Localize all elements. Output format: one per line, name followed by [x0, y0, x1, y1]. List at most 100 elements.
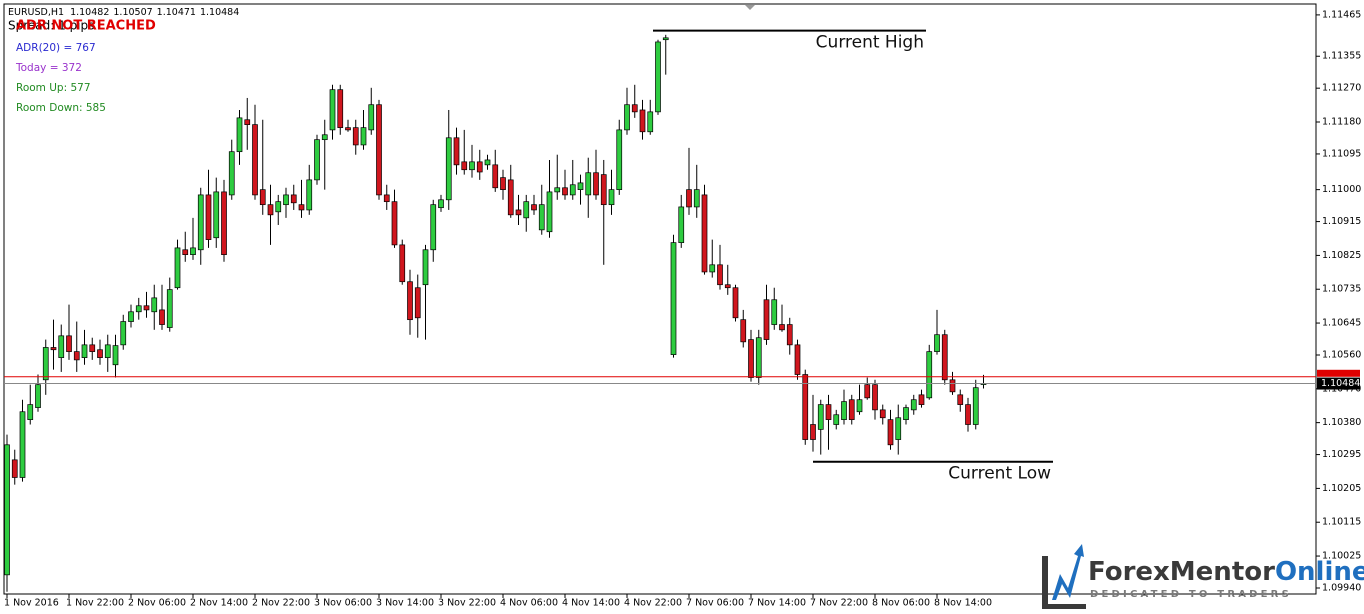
- candle-body: [748, 339, 754, 378]
- candle-body: [724, 284, 731, 289]
- candle-body: [205, 194, 212, 240]
- high: 1.10507: [113, 7, 152, 18]
- candle-body: [934, 334, 940, 352]
- y-tick-label: 1.11180: [1322, 117, 1361, 128]
- candle-body: [507, 179, 514, 216]
- candle-body: [841, 401, 847, 420]
- candle-body: [97, 349, 103, 358]
- y-tick-label: 1.10915: [1322, 216, 1361, 227]
- x-tick-label: 4 Nov 06:00: [500, 598, 558, 609]
- price-tag: [1317, 377, 1360, 390]
- candle-body: [670, 242, 677, 355]
- x-tick-label: 3 Nov 06:00: [314, 598, 372, 609]
- candle-body: [779, 324, 785, 331]
- plot-frame: [3, 3, 1317, 595]
- logo-arrow: [1052, 544, 1084, 600]
- y-tick-label: 1.11270: [1322, 83, 1361, 94]
- indicator-text: Room Up: 577: [16, 82, 91, 94]
- candle-body: [368, 104, 375, 131]
- candle-body: [407, 281, 413, 321]
- price-tag-label: 1.10484: [1321, 378, 1360, 389]
- candle-body: [306, 179, 313, 211]
- candle-body: [949, 379, 956, 393]
- candle-body: [391, 201, 398, 246]
- candle-body: [438, 199, 444, 209]
- candle-body: [593, 172, 599, 196]
- candle-body: [608, 189, 615, 206]
- open: 1.10482: [70, 7, 109, 18]
- candle-body: [686, 189, 692, 208]
- x-tick-label: 2 Nov 14:00: [190, 598, 248, 609]
- candle-body: [647, 111, 654, 133]
- candle-body: [461, 161, 468, 171]
- candle-body: [802, 374, 809, 440]
- x-tick-label: 8 Nov 14:00: [934, 598, 992, 609]
- candle-body: [151, 297, 158, 313]
- candle-body: [236, 117, 243, 153]
- y-tick-label: 1.09940: [1322, 582, 1361, 593]
- candle-body: [352, 127, 359, 146]
- candle-body: [709, 264, 716, 273]
- candle-body: [864, 384, 871, 399]
- candle-body: [794, 344, 801, 375]
- x-tick-label: 1 Nov 2016: [4, 598, 59, 609]
- x-tick-label: 7 Nov 14:00: [748, 598, 806, 609]
- candle-body: [639, 109, 646, 133]
- candle-body: [546, 191, 553, 233]
- candle-body: [965, 404, 971, 425]
- indicator-text: ADR NOT REACHED: [16, 19, 156, 34]
- candle-body: [786, 324, 793, 346]
- low: 1.10471: [157, 7, 196, 18]
- candle-body: [81, 344, 88, 358]
- candle-body: [190, 247, 196, 256]
- candle-body: [469, 161, 475, 171]
- x-tick-label: 4 Nov 14:00: [562, 598, 620, 609]
- candle-body: [941, 334, 948, 381]
- x-tick-label: 1 Nov 22:00: [66, 598, 124, 609]
- candle-body: [755, 337, 762, 378]
- candle-body: [895, 417, 902, 440]
- candle-body: [740, 319, 747, 343]
- candle-body: [19, 411, 26, 478]
- candle-body: [445, 137, 452, 201]
- candle-body: [577, 182, 584, 190]
- candle-body: [35, 384, 41, 408]
- symbol: EURUSD,H1: [8, 7, 64, 18]
- candle-body: [159, 309, 165, 325]
- candle-body: [27, 404, 34, 420]
- candle-body: [500, 177, 506, 190]
- shift-marker: [745, 5, 755, 10]
- y-tick-label: 1.10115: [1322, 517, 1361, 528]
- logo: ForexMentorOnline DEDICATED TO TRADERS: [1042, 544, 1364, 609]
- candle-body: [228, 151, 235, 196]
- header: EURUSD,H1 1.10482 1.10507 1.10471 1.10484: [8, 7, 239, 18]
- ask-tag: [1317, 369, 1360, 377]
- candle-body: [910, 399, 917, 411]
- logo-name-part: Online: [1275, 557, 1364, 587]
- candle-body: [66, 335, 72, 352]
- candle-body: [166, 289, 173, 328]
- annotation-label: Current High: [816, 33, 924, 53]
- candle-body: [957, 394, 964, 405]
- candle-body: [848, 399, 855, 420]
- candle-body: [903, 407, 909, 420]
- logo-frame: [1042, 556, 1086, 609]
- y-tick-label: 1.11465: [1322, 9, 1361, 20]
- candle-body: [4, 444, 10, 576]
- y-tick-label: 1.10295: [1322, 449, 1361, 460]
- candle-body: [701, 194, 708, 273]
- candle-body: [73, 351, 80, 361]
- candle-body: [887, 419, 894, 446]
- x-tick-label: 4 Nov 22:00: [624, 598, 682, 609]
- candle-body: [143, 305, 150, 311]
- logo-name: ForexMentorOnline: [1088, 557, 1364, 587]
- candle-body: [585, 172, 592, 196]
- candle-body: [476, 161, 483, 173]
- candle-body: [383, 194, 390, 203]
- candle-body: [515, 209, 522, 216]
- candle-body: [329, 89, 336, 131]
- y-tick-label: 1.10025: [1322, 551, 1361, 562]
- candle-body: [693, 189, 700, 208]
- y-tick-label: 1.11000: [1322, 184, 1361, 195]
